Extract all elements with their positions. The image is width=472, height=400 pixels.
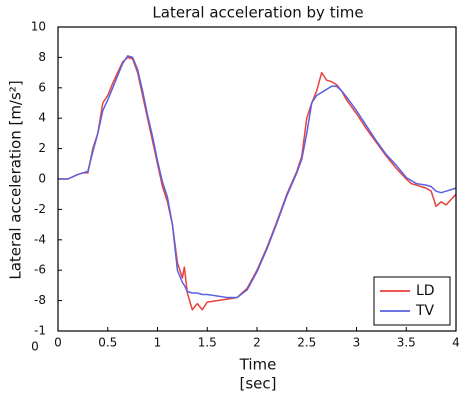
chart-title: Lateral acceleration by time: [152, 4, 363, 22]
legend-box: [373, 276, 451, 326]
x-tick-label: 0: [54, 336, 62, 350]
x-tick-label: 1: [154, 336, 162, 350]
y-tick-label: -4: [34, 232, 46, 246]
x-tick-label: 1.5: [198, 336, 217, 350]
y-tick-label: 0: [38, 172, 46, 186]
x-tick-label: 2.5: [297, 336, 316, 350]
legend-label: LD: [416, 283, 435, 299]
legend-label: TV: [415, 303, 435, 319]
series-line: [58, 56, 457, 311]
corner-label: 0: [31, 340, 39, 354]
y-tick-label: 6: [38, 80, 46, 94]
y-tick-label: 2: [38, 141, 46, 155]
x-axis-title: Time: [239, 356, 277, 374]
x-axis-unit: [sec]: [240, 375, 277, 393]
y-axis-title: Lateral acceleration [m/s²]: [7, 80, 25, 279]
y-tick-label: -8: [34, 293, 46, 307]
x-tick-label: 4: [452, 336, 460, 350]
x-tick-label: 3: [353, 336, 361, 350]
x-tick-label: 2: [253, 336, 261, 350]
y-tick-label: -2: [34, 202, 46, 216]
y-tick-label: 4: [38, 111, 46, 125]
x-tick-label: 0.5: [98, 336, 117, 350]
y-tick-label: -1: [34, 324, 46, 338]
plot-frame: [57, 26, 457, 332]
y-tick-label: 10: [31, 20, 46, 34]
x-tick-label: 3.5: [397, 336, 416, 350]
series-line: [58, 55, 457, 299]
y-tick-label: -6: [34, 263, 46, 277]
y-tick-label: 8: [38, 50, 46, 64]
